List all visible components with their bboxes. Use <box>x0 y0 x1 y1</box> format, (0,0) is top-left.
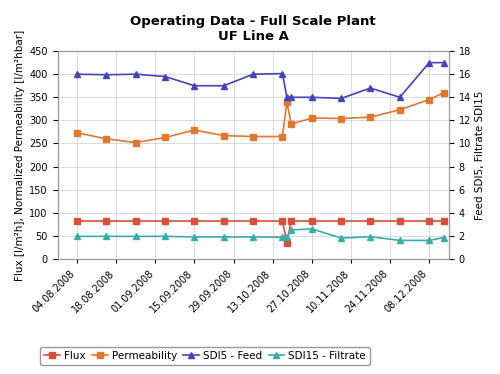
#d94f3d <box>368 219 374 223</box>
#d94f3d <box>250 219 256 223</box>
#d94f3d <box>397 219 403 223</box>
#d94f3d <box>426 219 432 223</box>
Title: Operating Data - Full Scale Plant
UF Line A: Operating Data - Full Scale Plant UF Lin… <box>130 15 376 43</box>
#d94f3d <box>288 219 294 223</box>
#d94f3d <box>280 219 285 223</box>
#d94f3d <box>441 219 447 223</box>
#d94f3d <box>338 219 344 223</box>
Y-axis label: Feed SDI5, Filtrate SDI15: Feed SDI5, Filtrate SDI15 <box>475 90 485 220</box>
#d94f3d <box>221 219 227 223</box>
Line: #d94f3d: #d94f3d <box>74 218 446 245</box>
#d94f3d <box>284 240 290 245</box>
#d94f3d <box>74 219 80 223</box>
#d94f3d <box>162 219 168 223</box>
Legend: Flux, Permeability, SDI5 - Feed, SDI15 - Filtrate: Flux, Permeability, SDI5 - Feed, SDI15 -… <box>40 347 370 365</box>
#d94f3d <box>309 219 315 223</box>
#d94f3d <box>104 219 110 223</box>
#d94f3d <box>192 219 198 223</box>
#d94f3d <box>133 219 139 223</box>
Y-axis label: Flux [l/m²h], Normalized Permeability [l/m²hbar]: Flux [l/m²h], Normalized Permeability [l… <box>15 30 25 280</box>
